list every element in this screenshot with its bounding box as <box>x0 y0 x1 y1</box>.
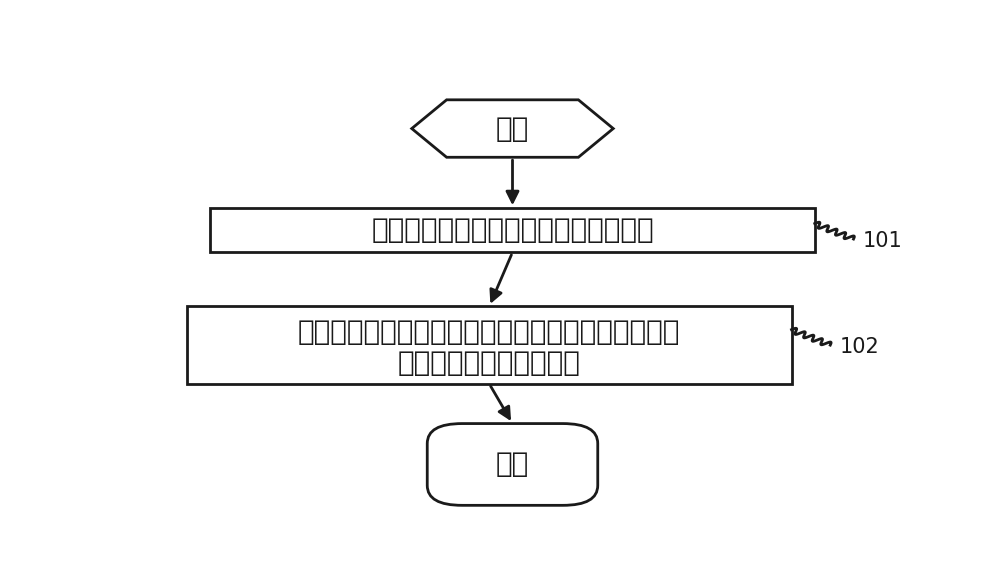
Polygon shape <box>412 100 613 157</box>
FancyBboxPatch shape <box>210 208 815 253</box>
Text: 102: 102 <box>840 338 879 358</box>
Text: 开始: 开始 <box>496 115 529 142</box>
FancyBboxPatch shape <box>427 424 598 505</box>
Text: 101: 101 <box>863 231 903 251</box>
Text: 根据所述数据通信网络，调节所述移动终端的横屏模: 根据所述数据通信网络，调节所述移动终端的横屏模 <box>298 318 680 346</box>
Text: 结束: 结束 <box>496 451 529 479</box>
Text: 获取移动终端当前连接的数据通信网络: 获取移动终端当前连接的数据通信网络 <box>371 216 654 244</box>
Text: 式与天线模式的匹配关系: 式与天线模式的匹配关系 <box>398 349 581 377</box>
FancyBboxPatch shape <box>187 307 792 384</box>
